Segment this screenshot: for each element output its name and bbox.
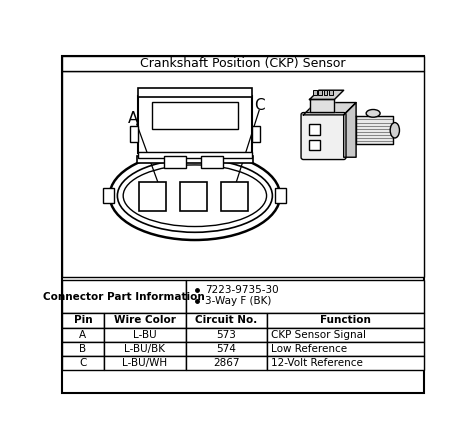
Ellipse shape: [390, 123, 400, 138]
Bar: [62, 56, 424, 71]
Bar: [267, 356, 424, 370]
Text: Wire Color: Wire Color: [114, 316, 176, 325]
Bar: [104, 328, 186, 342]
Bar: [324, 90, 328, 95]
Bar: [164, 156, 186, 168]
Bar: [267, 313, 424, 328]
Bar: [137, 152, 252, 158]
Bar: [186, 342, 267, 356]
Bar: [318, 90, 322, 95]
Bar: [62, 356, 104, 370]
Bar: [137, 88, 252, 97]
Bar: [62, 71, 424, 278]
Text: 2867: 2867: [213, 358, 239, 368]
Text: Low Reference: Low Reference: [271, 344, 347, 354]
Bar: [186, 281, 424, 313]
Text: 573: 573: [216, 330, 236, 340]
Bar: [267, 328, 424, 342]
Ellipse shape: [118, 159, 273, 232]
Bar: [152, 102, 237, 129]
Bar: [130, 127, 137, 142]
Polygon shape: [344, 103, 356, 157]
Bar: [186, 313, 267, 328]
Bar: [186, 356, 267, 370]
Text: A: A: [79, 330, 86, 340]
Bar: [62, 313, 104, 328]
Polygon shape: [310, 90, 344, 99]
Ellipse shape: [123, 165, 266, 226]
Ellipse shape: [109, 151, 280, 240]
Text: L-BU/WH: L-BU/WH: [122, 358, 167, 368]
Bar: [103, 188, 114, 203]
Bar: [137, 95, 252, 153]
Bar: [275, 188, 286, 203]
Polygon shape: [356, 116, 392, 144]
Bar: [137, 156, 253, 163]
Bar: [62, 328, 104, 342]
Text: 7223-9735-30: 7223-9735-30: [205, 285, 279, 295]
Bar: [221, 182, 248, 211]
Bar: [186, 328, 267, 342]
Bar: [139, 182, 166, 211]
Bar: [329, 90, 333, 95]
Text: B: B: [79, 344, 86, 354]
Text: Crankshaft Position (CKP) Sensor: Crankshaft Position (CKP) Sensor: [140, 57, 346, 70]
Text: 574: 574: [216, 344, 236, 354]
Text: C: C: [79, 358, 87, 368]
Bar: [252, 127, 260, 142]
Bar: [267, 342, 424, 356]
Ellipse shape: [366, 110, 380, 117]
Polygon shape: [310, 99, 334, 112]
Text: 12-Volt Reference: 12-Volt Reference: [271, 358, 363, 368]
Polygon shape: [303, 103, 356, 115]
Text: A: A: [128, 111, 138, 126]
Bar: [104, 356, 186, 370]
Bar: [180, 182, 207, 211]
Bar: [313, 90, 317, 95]
Text: Connector Part Information: Connector Part Information: [43, 292, 204, 301]
Bar: [62, 342, 104, 356]
Bar: [309, 124, 319, 135]
Text: L-BU/BK: L-BU/BK: [124, 344, 165, 354]
Bar: [62, 281, 186, 313]
Text: Pin: Pin: [73, 316, 92, 325]
FancyBboxPatch shape: [301, 113, 346, 159]
Text: C: C: [254, 98, 264, 113]
Bar: [201, 156, 223, 168]
Text: Function: Function: [320, 316, 371, 325]
Text: 3-Way F (BK): 3-Way F (BK): [205, 296, 271, 306]
Text: L-BU: L-BU: [133, 330, 157, 340]
Bar: [309, 139, 319, 151]
Text: Circuit No.: Circuit No.: [195, 316, 257, 325]
Text: CKP Sensor Signal: CKP Sensor Signal: [271, 330, 366, 340]
Bar: [104, 313, 186, 328]
Bar: [104, 342, 186, 356]
